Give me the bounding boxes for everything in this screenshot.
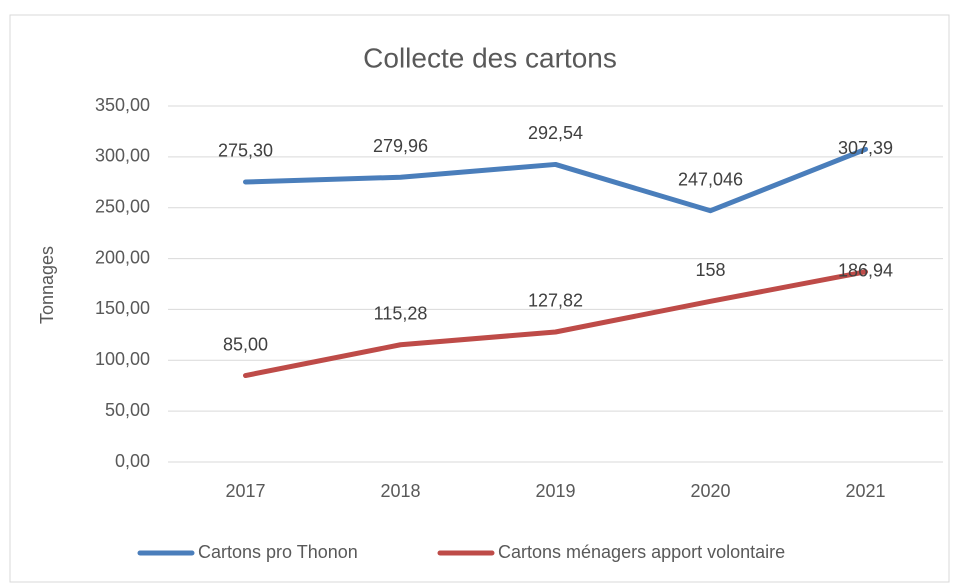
- data-label: 85,00: [223, 334, 268, 354]
- y-tick-label: 0,00: [115, 451, 150, 471]
- y-tick-label: 150,00: [95, 298, 150, 318]
- legend-label: Cartons pro Thonon: [198, 542, 358, 562]
- chart-title: Collecte des cartons: [363, 42, 617, 73]
- series-line: [243, 146, 868, 214]
- data-label: 292,54: [528, 123, 583, 143]
- data-label: 275,30: [218, 141, 273, 161]
- y-tick-label: 100,00: [95, 349, 150, 369]
- y-tick-label: 50,00: [105, 400, 150, 420]
- x-tick-label: 2020: [690, 481, 730, 501]
- legend-label: Cartons ménagers apport volontaire: [498, 542, 785, 562]
- y-axis-label: Tonnages: [37, 246, 57, 324]
- data-label: 127,82: [528, 291, 583, 311]
- data-label: 279,96: [373, 136, 428, 156]
- y-tick-label: 200,00: [95, 247, 150, 267]
- data-label: 158: [695, 260, 725, 280]
- data-label: 307,39: [838, 138, 893, 158]
- y-tick-label: 350,00: [95, 95, 150, 115]
- y-tick-label: 300,00: [95, 146, 150, 166]
- y-tick-label: 250,00: [95, 196, 150, 216]
- data-label: 247,046: [678, 169, 743, 189]
- chart-frame: [9, 14, 950, 583]
- x-tick-label: 2017: [225, 481, 265, 501]
- data-label: 186,94: [838, 261, 893, 281]
- x-tick-label: 2021: [845, 481, 885, 501]
- series-line: [243, 269, 868, 379]
- x-tick-label: 2018: [380, 481, 420, 501]
- data-label: 115,28: [374, 303, 428, 323]
- x-tick-label: 2019: [535, 481, 575, 501]
